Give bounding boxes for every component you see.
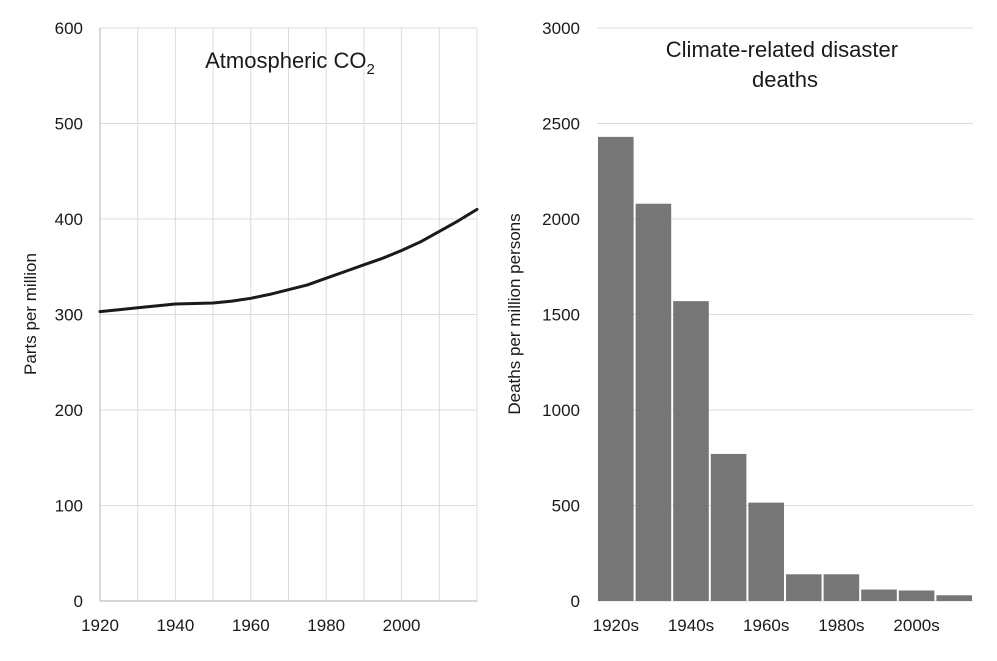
- deaths-y-axis-label: Deaths per million persons: [505, 213, 524, 414]
- co2-x-tick-label: 1980: [307, 616, 345, 635]
- deaths-bar-1960s: [748, 502, 784, 601]
- deaths-bar-1940s: [673, 301, 709, 601]
- co2-y-tick-labels: 0 100 200 300 400 500 600: [55, 19, 83, 611]
- co2-line-chart: Atmospheric CO2 Parts per million 0 100 20…: [21, 19, 479, 635]
- deaths-bars: [598, 136, 972, 601]
- deaths-y-tick-label: 1000: [542, 401, 580, 420]
- co2-gridlines: [100, 27, 478, 601]
- co2-chart-title: Atmospheric CO2: [205, 48, 375, 78]
- co2-x-tick-label: 1960: [232, 616, 270, 635]
- deaths-bar-2010s: [936, 595, 972, 601]
- co2-y-tick-label: 500: [55, 115, 83, 134]
- co2-y-tick-label: 100: [55, 497, 83, 516]
- disaster-deaths-bar-chart: Climate-related disaster deaths Deaths p…: [505, 19, 973, 635]
- co2-x-tick-label: 1920: [81, 616, 119, 635]
- deaths-bar-2000s: [898, 590, 935, 601]
- deaths-bar-1980s: [823, 574, 860, 601]
- deaths-bar-1950s: [710, 453, 747, 601]
- deaths-y-tick-labels: 0 500 1000 1500 2000 2500 3000: [542, 19, 580, 611]
- co2-series-line: [98, 207, 479, 314]
- co2-y-tick-label: 0: [74, 592, 83, 611]
- deaths-bar-1990s: [861, 589, 897, 601]
- deaths-x-tick-labels: 1920s 1940s 1960s 1980s 2000s: [593, 616, 940, 635]
- deaths-y-tick-label: 2500: [542, 115, 580, 134]
- deaths-y-tick-label: 1500: [542, 306, 580, 325]
- co2-x-tick-label: 2000: [383, 616, 421, 635]
- co2-y-tick-label: 400: [55, 210, 83, 229]
- deaths-bar-1970s: [786, 574, 822, 601]
- deaths-y-tick-label: 2000: [542, 210, 580, 229]
- deaths-y-tick-label: 0: [571, 592, 580, 611]
- co2-y-tick-label: 600: [55, 19, 83, 38]
- deaths-x-tick-label: 1980s: [818, 616, 864, 635]
- co2-y-tick-label: 200: [55, 401, 83, 420]
- co2-x-tick-label: 1940: [156, 616, 194, 635]
- co2-x-tick-labels: 1920 1940 1960 1980 2000: [81, 616, 420, 635]
- deaths-x-tick-label: 2000s: [893, 616, 939, 635]
- deaths-y-tick-label: 500: [552, 497, 580, 516]
- deaths-chart-title: Climate-related disaster deaths: [666, 37, 904, 92]
- co2-y-tick-label: 300: [55, 306, 83, 325]
- deaths-bar-1930s: [635, 203, 672, 601]
- deaths-y-tick-label: 3000: [542, 19, 580, 38]
- co2-axes: [99, 28, 477, 602]
- deaths-x-tick-label: 1940s: [668, 616, 714, 635]
- co2-y-axis-label: Parts per million: [21, 253, 40, 375]
- deaths-x-tick-label: 1920s: [593, 616, 639, 635]
- deaths-x-tick-label: 1960s: [743, 616, 789, 635]
- deaths-bar-1920s: [598, 136, 634, 601]
